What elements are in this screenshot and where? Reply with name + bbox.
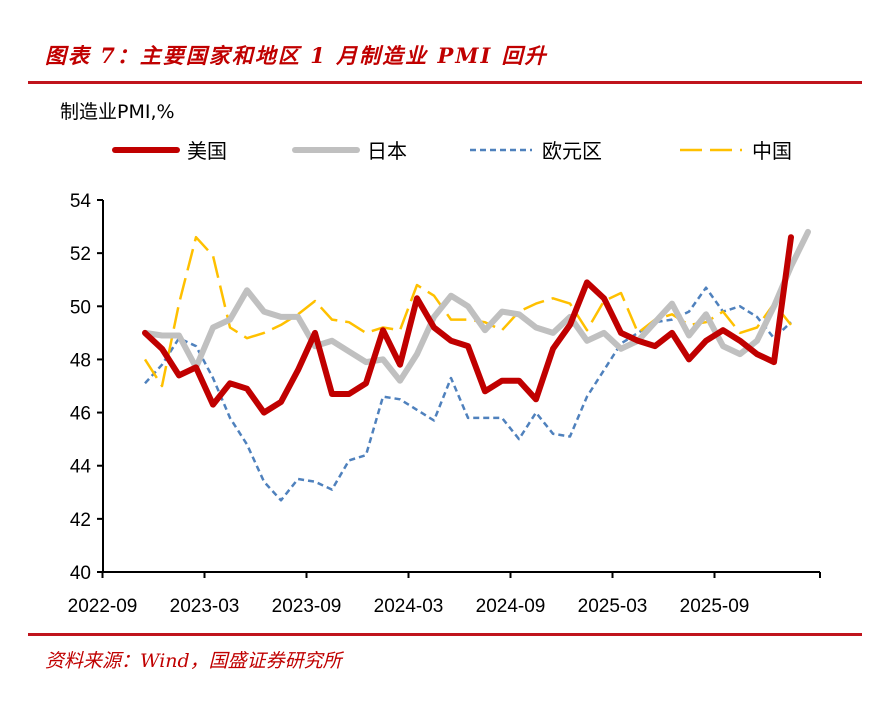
series-line-3 (143, 235, 792, 388)
legend: 美国 日本 欧元区 中国 (112, 139, 792, 163)
legend-item: 中国 (680, 139, 792, 163)
x-tick-label: 2023-03 (170, 596, 240, 617)
y-tick-label: 54 (70, 191, 92, 212)
series-line-2 (144, 286, 792, 502)
y-tick-label: 46 (70, 404, 91, 425)
x-tick-label: 2025-09 (680, 596, 750, 617)
legend-label: 美国 (187, 139, 227, 163)
legend-label: 中国 (752, 139, 792, 163)
x-tick-label: 2025-03 (578, 596, 648, 617)
axes: 40 42 44 46 48 50 52 54 2022-09 2023-03 2023-09 202… (68, 191, 821, 617)
legend-item: 美国 (112, 139, 227, 163)
x-tick-label: 2023-09 (272, 596, 342, 617)
series-line-0 (142, 234, 794, 416)
source-note: 资料来源：Wind，国盛证券研究所 (45, 650, 342, 672)
y-tick-label: 44 (70, 457, 92, 478)
figure-title: 图表 7：主要国家和地区 1 月制造业 PMI 回升 (45, 43, 548, 68)
legend-item: 欧元区 (470, 139, 602, 163)
y-tick-label: 48 (70, 350, 91, 371)
series-lines (142, 228, 811, 502)
title-divider (28, 81, 862, 84)
x-tick-label: 2024-09 (476, 596, 546, 617)
series-line-1 (142, 228, 811, 384)
source-divider (28, 633, 862, 636)
y-tick-label: 42 (70, 510, 91, 531)
y-tick-label: 40 (70, 563, 91, 584)
y-tick-label: 52 (70, 244, 91, 265)
legend-label: 欧元区 (542, 139, 602, 163)
y-tick-label: 50 (70, 297, 91, 318)
legend-item: 日本 (292, 139, 407, 163)
y-axis-label: 制造业PMI,% (60, 101, 175, 123)
x-tick-label: 2022-09 (68, 596, 138, 617)
x-tick-label: 2024-03 (374, 596, 444, 617)
legend-label: 日本 (367, 139, 407, 163)
